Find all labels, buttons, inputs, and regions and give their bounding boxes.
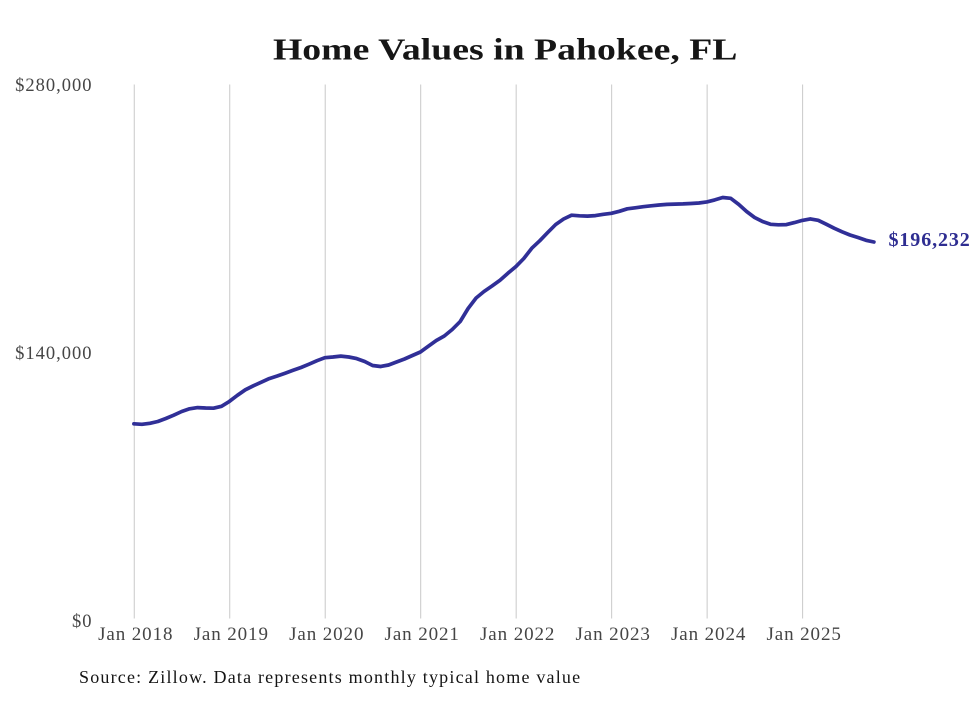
svg-text:Jan 2021: Jan 2021 xyxy=(385,624,460,645)
svg-text:Jan 2018: Jan 2018 xyxy=(98,624,173,645)
svg-text:Jan 2023: Jan 2023 xyxy=(576,624,651,645)
svg-text:$280,000: $280,000 xyxy=(15,76,92,96)
svg-text:Source: Zillow. Data represent: Source: Zillow. Data represents monthly … xyxy=(79,667,581,687)
svg-text:$0: $0 xyxy=(72,612,93,632)
svg-text:Jan 2019: Jan 2019 xyxy=(194,624,269,645)
svg-text:$140,000: $140,000 xyxy=(15,344,92,364)
svg-text:Home Values in Pahokee, FL: Home Values in Pahokee, FL xyxy=(273,33,737,67)
svg-text:Jan 2024: Jan 2024 xyxy=(671,624,746,645)
svg-text:Jan 2025: Jan 2025 xyxy=(766,624,841,645)
svg-text:Jan 2020: Jan 2020 xyxy=(289,624,364,645)
svg-text:Jan 2022: Jan 2022 xyxy=(480,624,555,645)
svg-text:$196,232: $196,232 xyxy=(889,229,971,251)
